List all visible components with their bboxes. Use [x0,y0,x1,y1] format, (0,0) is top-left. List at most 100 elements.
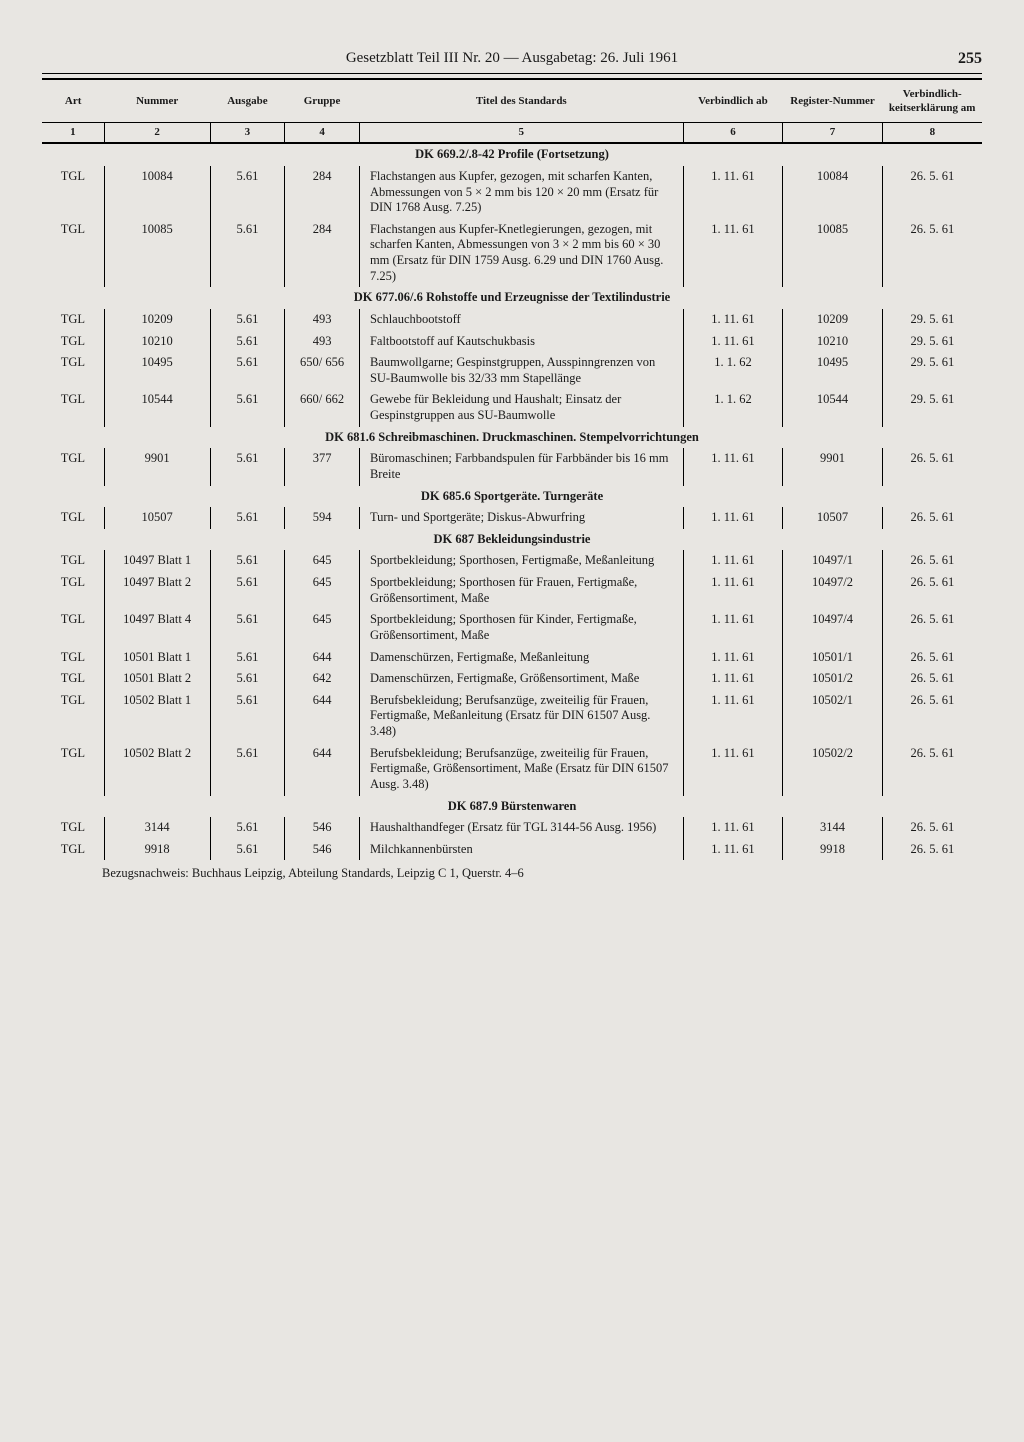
cell-grp: 284 [285,166,360,219]
cell-ausg: 5.61 [210,839,285,861]
cell-reg: 10085 [783,219,883,288]
table-row: TGL104955.61650/ 656Baumwollgarne; Gespi… [42,352,982,389]
cell-num: 3144 [104,817,210,839]
section-heading: DK 687 Bekleidungsindustrie [42,529,982,551]
section-heading-row: DK 681.6 Schreibmaschinen. Druckmaschine… [42,427,982,449]
cell-art: TGL [42,839,104,861]
cell-grp: 594 [285,507,360,529]
cell-num: 10497 Blatt 4 [104,609,210,646]
cell-am: 26. 5. 61 [882,219,982,288]
cell-art: TGL [42,448,104,485]
cell-grp: 644 [285,647,360,669]
cell-num: 10501 Blatt 1 [104,647,210,669]
standards-table: Art Nummer Ausgabe Gruppe Titel des Stan… [42,78,982,860]
col-num-4: 4 [285,122,360,143]
cell-ausg: 5.61 [210,219,285,288]
cell-verb: 1. 11. 61 [683,668,783,690]
cell-reg: 9901 [783,448,883,485]
cell-ausg: 5.61 [210,309,285,331]
cell-am: 29. 5. 61 [882,389,982,426]
header-rule [42,73,982,74]
footer-note: Bezugsnachweis: Buchhaus Leipzig, Abteil… [42,860,982,881]
cell-reg: 10507 [783,507,883,529]
cell-art: TGL [42,309,104,331]
cell-reg: 10497/4 [783,609,883,646]
cell-ausg: 5.61 [210,331,285,353]
col-num-1: 1 [42,122,104,143]
cell-art: TGL [42,166,104,219]
cell-verb: 1. 11. 61 [683,550,783,572]
cell-art: TGL [42,572,104,609]
cell-title: Sportbekleidung; Sporthosen, Fertigmaße,… [359,550,683,572]
cell-grp: 645 [285,550,360,572]
section-heading-row: DK 687 Bekleidungsindustrie [42,529,982,551]
cell-title: Damenschürzen, Fertigmaße, Größensortime… [359,668,683,690]
section-heading: DK 685.6 Sportgeräte. Turngeräte [42,486,982,508]
cell-ausg: 5.61 [210,743,285,796]
cell-verb: 1. 1. 62 [683,352,783,389]
document-page: Gesetzblatt Teil III Nr. 20 — Ausgabetag… [42,40,982,881]
table-row: TGL99185.61546Milchkannenbürsten1. 11. 6… [42,839,982,861]
cell-am: 26. 5. 61 [882,166,982,219]
cell-verb: 1. 11. 61 [683,309,783,331]
cell-ausg: 5.61 [210,817,285,839]
page-header: Gesetzblatt Teil III Nr. 20 — Ausgabetag… [42,40,982,73]
cell-art: TGL [42,219,104,288]
cell-grp: 644 [285,690,360,743]
cell-reg: 10501/2 [783,668,883,690]
cell-num: 10502 Blatt 2 [104,743,210,796]
cell-am: 26. 5. 61 [882,817,982,839]
cell-am: 26. 5. 61 [882,572,982,609]
cell-ausg: 5.61 [210,668,285,690]
cell-verb: 1. 11. 61 [683,448,783,485]
table-row: TGL105445.61660/ 662Gewebe für Bekleidun… [42,389,982,426]
col-num-6: 6 [683,122,783,143]
section-heading-row: DK 685.6 Sportgeräte. Turngeräte [42,486,982,508]
col-ausgabe: Ausgabe [210,79,285,122]
table-row: TGL99015.61377Büromaschinen; Farbbandspu… [42,448,982,485]
section-heading-row: DK 669.2/.8-42 Profile (Fortsetzung) [42,143,982,166]
table-row: TGL100855.61284Flachstangen aus Kupfer-K… [42,219,982,288]
cell-reg: 10502/1 [783,690,883,743]
cell-am: 29. 5. 61 [882,309,982,331]
cell-art: TGL [42,690,104,743]
cell-num: 10085 [104,219,210,288]
cell-reg: 10495 [783,352,883,389]
cell-grp: 546 [285,839,360,861]
cell-grp: 493 [285,309,360,331]
cell-grp: 377 [285,448,360,485]
cell-grp: 650/ 656 [285,352,360,389]
cell-reg: 9918 [783,839,883,861]
table-row: TGL10501 Blatt 25.61642Damenschürzen, Fe… [42,668,982,690]
table-row: TGL10497 Blatt 45.61645Sportbekleidung; … [42,609,982,646]
cell-art: TGL [42,743,104,796]
col-erklaerung: Verbindlich-keitserklärung am [882,79,982,122]
section-heading-row: DK 677.06/.6 Rohstoffe und Erzeugnisse d… [42,287,982,309]
cell-reg: 10497/1 [783,550,883,572]
cell-reg: 10497/2 [783,572,883,609]
cell-grp: 493 [285,331,360,353]
cell-ausg: 5.61 [210,352,285,389]
cell-verb: 1. 11. 61 [683,647,783,669]
cell-ausg: 5.61 [210,609,285,646]
cell-art: TGL [42,507,104,529]
cell-am: 26. 5. 61 [882,448,982,485]
cell-title: Berufsbekleidung; Berufsanzüge, zweiteil… [359,690,683,743]
cell-grp: 645 [285,572,360,609]
cell-title: Berufsbekleidung; Berufsanzüge, zweiteil… [359,743,683,796]
table-row: TGL31445.61546Haushalthandfeger (Ersatz … [42,817,982,839]
cell-num: 10210 [104,331,210,353]
cell-verb: 1. 11. 61 [683,690,783,743]
cell-title: Flachstangen aus Kupfer, gezogen, mit sc… [359,166,683,219]
section-heading: DK 687.9 Bürstenwaren [42,796,982,818]
cell-num: 10502 Blatt 1 [104,690,210,743]
cell-am: 26. 5. 61 [882,743,982,796]
cell-am: 26. 5. 61 [882,647,982,669]
cell-title: Baumwollgarne; Gespinstgruppen, Ausspinn… [359,352,683,389]
cell-grp: 644 [285,743,360,796]
cell-ausg: 5.61 [210,572,285,609]
cell-title: Damenschürzen, Fertigmaße, Meßanleitung [359,647,683,669]
col-num-2: 2 [104,122,210,143]
cell-grp: 645 [285,609,360,646]
cell-reg: 10209 [783,309,883,331]
